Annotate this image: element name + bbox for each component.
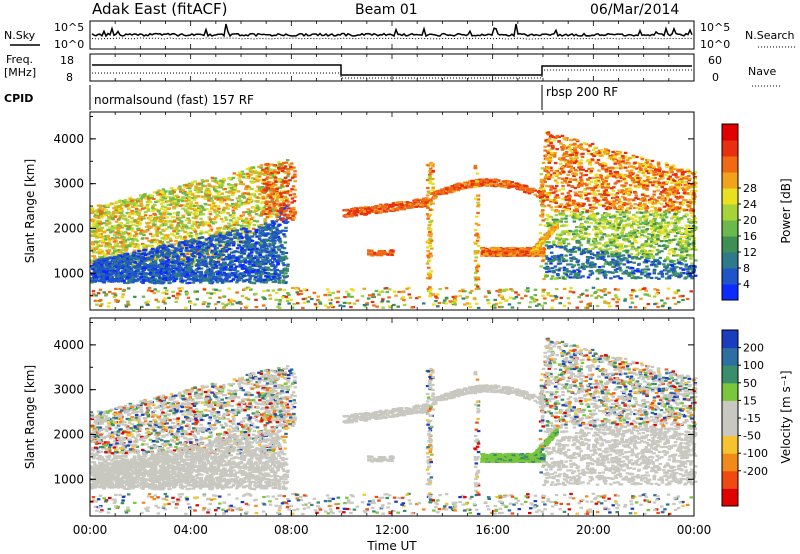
power-colorbar-label: Power [dB]	[779, 178, 793, 243]
velocity-y-ticks: 1000 2000 3000 4000	[53, 321, 694, 503]
y-tick-label: 4000	[53, 132, 84, 146]
date-title: 06/Mar/2014	[590, 2, 679, 18]
colorbar-tick-label: 28	[743, 182, 757, 195]
noise-right-tick-top: 10^5	[700, 21, 730, 34]
colorbar-tick-label: 200	[743, 342, 764, 355]
x-tick-label: 08:00	[274, 523, 309, 537]
colorbar-tick-label: 24	[743, 198, 757, 211]
nave-tick-bottom: 0	[712, 71, 719, 84]
y-tick-label: 1000	[53, 472, 84, 486]
x-tick-label: 00:00	[73, 523, 108, 537]
velocity-y-axis-label: Slant Range [km]	[23, 365, 37, 469]
colorbar-tick-label: -200	[743, 465, 768, 478]
colorbar-tick-label: -15	[743, 412, 761, 425]
cpid-mode-rbsp: rbsp 200 RF	[546, 85, 618, 99]
colorbar-tick-label: 4	[743, 278, 750, 291]
station-title: Adak East (fitACF)	[92, 0, 227, 18]
colorbar-tick-label: 8	[743, 262, 750, 275]
freq-tick-bottom: 8	[66, 71, 73, 84]
freq-label-2: [MHz]	[4, 66, 36, 79]
cpid-mode-normalsound: normalsound (fast) 157 RF	[94, 93, 254, 107]
x-tick-label: 00:00	[677, 523, 712, 537]
colorbar-tick-label: 100	[743, 359, 764, 372]
y-tick-label: 3000	[53, 383, 84, 397]
x-tick-label: 04:00	[173, 523, 208, 537]
noise-left-tick-bottom: 10^0	[54, 38, 84, 51]
noise-sky-line	[91, 23, 693, 38]
colorbar-tick-label: 15	[743, 394, 757, 407]
top-panel-time-ticks	[89, 21, 695, 516]
power-y-axis-label: Slant Range [km]	[23, 159, 37, 263]
velocity-colorbar-label: Velocity [m s⁻¹]	[779, 370, 793, 463]
colorbar-tick-label: 12	[743, 246, 757, 259]
x-tick-label: 12:00	[375, 523, 410, 537]
power-colorbar: 4 8 12 16 20 24 28	[721, 123, 757, 301]
power-panel: 1000 2000 3000 4000 Slant Range [km] 4 8 12 16…	[23, 111, 793, 311]
noise-panel: N.Sky 10^5 10^0 10^5 10^0 N.Search	[4, 20, 795, 51]
noise-search-line	[91, 37, 693, 40]
y-tick-label: 2000	[53, 221, 84, 235]
noise-right-tick-bottom: 10^0	[700, 38, 730, 51]
colorbar-tick-label: 50	[743, 377, 757, 390]
cpid-panel: CPID normalsound (fast) 157 RF rbsp 200 …	[4, 85, 618, 110]
x-axis-label: Time UT	[366, 539, 417, 553]
velocity-panel: 1000 2000 3000 4000 Slant Range [km] 200 100…	[23, 317, 793, 553]
colorbar-tick-label: -100	[743, 447, 768, 460]
nave-line	[92, 69, 692, 79]
beam-title: Beam 01	[355, 2, 418, 18]
y-tick-label: 2000	[53, 427, 84, 441]
y-tick-label: 3000	[53, 177, 84, 191]
nave-label: Nave	[748, 65, 776, 78]
colorbar-tick-label: 16	[743, 230, 757, 243]
x-tick-label: 20:00	[576, 523, 611, 537]
y-tick-label: 4000	[53, 338, 84, 352]
x-tick-label: 16:00	[475, 523, 510, 537]
velocity-colorbar: 200 100 50 15 -15 -50 -100 -200	[721, 329, 768, 507]
frequency-line	[92, 64, 692, 76]
nave-tick-top: 60	[708, 54, 722, 67]
freq-label-1: Freq.	[6, 53, 33, 66]
noise-sky-label: N.Sky	[4, 29, 36, 42]
freq-tick-top: 18	[60, 54, 74, 67]
colorbar-tick-label: 20	[743, 214, 757, 227]
noise-left-tick-top: 10^5	[54, 21, 84, 34]
y-tick-label: 1000	[53, 266, 84, 280]
power-y-ticks: 1000 2000 3000 4000	[53, 115, 694, 297]
power-scatter	[90, 131, 698, 310]
cpid-label: CPID	[4, 92, 33, 105]
velocity-scatter	[90, 337, 698, 516]
colorbar-tick-label: -50	[743, 430, 761, 443]
noise-search-label: N.Search	[745, 29, 795, 42]
